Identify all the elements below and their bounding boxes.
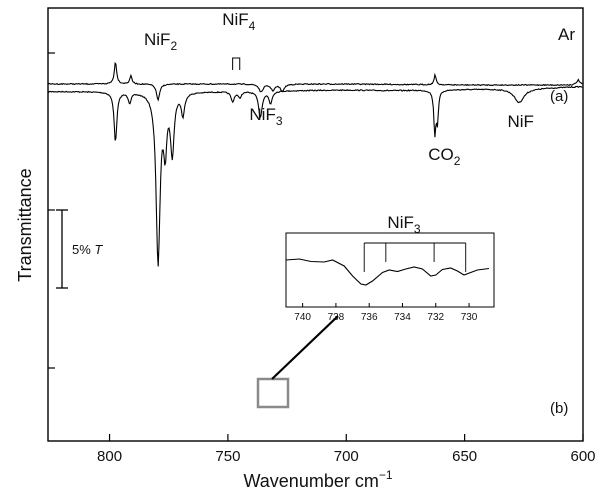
x-axis-title-text: Wavenumber cm bbox=[243, 471, 378, 491]
y-axis-ticks bbox=[48, 52, 55, 369]
plot-frame bbox=[47, 7, 584, 442]
scale-bar-label-unit: T bbox=[94, 242, 103, 257]
x-tick-label: 750 bbox=[215, 448, 240, 465]
band-label-sub: 4 bbox=[249, 19, 256, 33]
zoom-source-box bbox=[256, 377, 290, 409]
x-tick-label: 800 bbox=[97, 448, 122, 465]
trace-label-b: (b) bbox=[550, 400, 568, 417]
inset-label-sub: 3 bbox=[414, 222, 421, 236]
inset-tick-label: 732 bbox=[427, 312, 444, 323]
inset-label-base: NiF bbox=[387, 213, 413, 232]
inset-tick-label: 730 bbox=[461, 312, 478, 323]
y-axis-title: Transmittance bbox=[15, 168, 35, 281]
trace-label-a: (a) bbox=[550, 88, 568, 105]
plot-border bbox=[47, 7, 584, 442]
x-axis-title: Wavenumber cm−1 bbox=[243, 468, 392, 491]
band-label: CO2 bbox=[428, 145, 461, 168]
inset-label: NiF3 bbox=[387, 213, 420, 236]
x-axis-ticks: 800 750 700 650 600 bbox=[97, 434, 596, 465]
inset-tick-label: 740 bbox=[294, 312, 311, 323]
band-label: NiF2 bbox=[144, 30, 177, 53]
inset-zoom: 740738736734732730 NiF3 bbox=[285, 213, 495, 323]
x-tick-label: 700 bbox=[334, 448, 359, 465]
spectrum-trace-a bbox=[47, 85, 583, 267]
band-label: NiF3 bbox=[249, 105, 282, 128]
inset-band-markers bbox=[363, 242, 467, 272]
band-label-base: NiF bbox=[507, 112, 533, 131]
spectrum-trace-b bbox=[47, 61, 583, 102]
band-label-base: NiF bbox=[144, 30, 170, 49]
band-label: NiF4 bbox=[222, 10, 255, 33]
inset-tick-label: 736 bbox=[361, 312, 378, 323]
band-label-base: CO bbox=[428, 145, 454, 164]
scale-bar-label: 5% T bbox=[72, 242, 103, 257]
scale-bar: 5% T bbox=[56, 209, 103, 289]
band-label: NiF bbox=[507, 112, 533, 131]
x-axis-title-superscript: −1 bbox=[379, 468, 393, 482]
band-label-sub: 3 bbox=[276, 114, 283, 128]
zoom-connector-line bbox=[271, 315, 339, 380]
spectra bbox=[47, 61, 583, 267]
matrix-label: Ar bbox=[558, 25, 575, 44]
band-label-base: NiF bbox=[249, 105, 275, 124]
band-label-base: NiF bbox=[222, 10, 248, 29]
inset-spectrum bbox=[285, 258, 490, 286]
band-bracket bbox=[232, 57, 241, 70]
inset-trace bbox=[285, 258, 490, 286]
scale-bar-label-value: 5% bbox=[72, 242, 94, 257]
band-label-sub: 2 bbox=[454, 154, 461, 168]
inset-tick-label: 734 bbox=[394, 312, 411, 323]
band-label-sub: 2 bbox=[170, 39, 177, 53]
x-tick-label: 650 bbox=[452, 448, 477, 465]
x-tick-label: 600 bbox=[570, 448, 595, 465]
